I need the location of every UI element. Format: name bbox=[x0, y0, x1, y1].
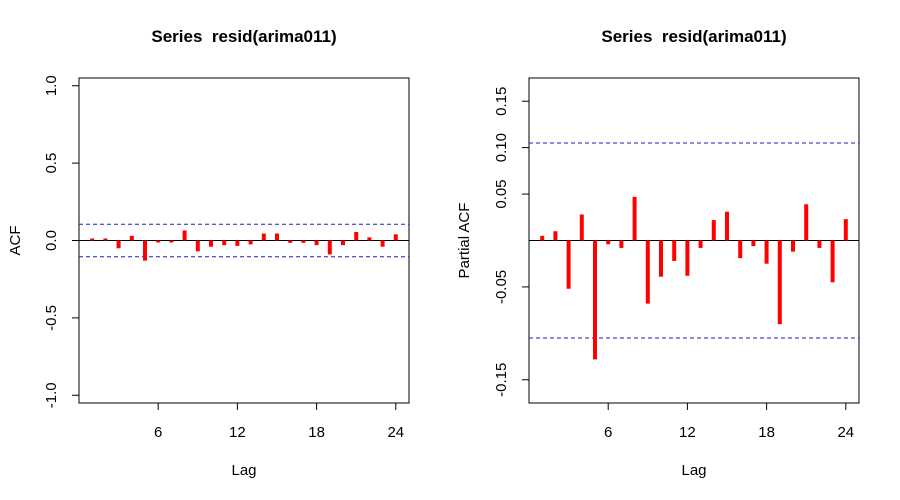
y-tick-label: -0.15 bbox=[493, 363, 510, 397]
x-axis-label: Lag bbox=[681, 462, 706, 479]
x-tick-label: 18 bbox=[758, 424, 775, 441]
y-tick-label: -0.05 bbox=[493, 270, 510, 304]
chart-title: Series resid(arima011) bbox=[151, 27, 336, 46]
y-tick-label: 0.0 bbox=[43, 230, 60, 251]
x-axis-label: Lag bbox=[231, 462, 256, 479]
pacf-panel: Series resid(arima011) 6 12 18 24 -0.15 -0.05 0… bbox=[456, 27, 860, 479]
x-tick-label: 18 bbox=[308, 424, 325, 441]
x-tick-label: 24 bbox=[387, 424, 404, 441]
y-axis-label: Partial ACF bbox=[456, 203, 473, 279]
x-tick-label: 6 bbox=[604, 424, 612, 441]
x-tick-label: 12 bbox=[229, 424, 246, 441]
y-tick-label: -0.5 bbox=[43, 305, 60, 331]
y-tick-label: 1.0 bbox=[43, 75, 60, 96]
y-tick-label: 0.5 bbox=[43, 153, 60, 174]
x-tick-label: 24 bbox=[837, 424, 854, 441]
x-tick-label: 12 bbox=[679, 424, 696, 441]
y-axis-label: ACF bbox=[7, 226, 24, 256]
y-tick-label: 0.15 bbox=[493, 87, 510, 116]
chart-title: Series resid(arima011) bbox=[601, 27, 786, 46]
x-tick-label: 6 bbox=[154, 424, 162, 441]
y-tick-label: 0.10 bbox=[493, 133, 510, 162]
acf-panel: Series resid(arima011) 6 12 18 24 -1.0 -0.5 0.0… bbox=[7, 27, 410, 479]
y-tick-label: 0.05 bbox=[493, 179, 510, 208]
y-tick-label: -1.0 bbox=[43, 382, 60, 408]
